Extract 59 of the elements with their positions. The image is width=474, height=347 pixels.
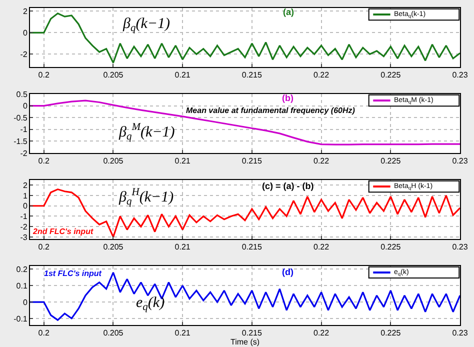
x-tick-label: 0.23 <box>452 242 468 252</box>
annotation: 1st FLC's input <box>44 269 102 278</box>
y-tick-label: -2 <box>20 50 28 59</box>
x-tick-label: 0.205 <box>103 242 124 252</box>
y-tick-label: 2 <box>22 7 28 16</box>
x-tick-label: 0.225 <box>380 242 402 252</box>
annotation: (b) <box>282 93 294 103</box>
x-tick-label: 0.225 <box>380 328 402 338</box>
y-tick-label: -1 <box>20 212 28 222</box>
x-tick-label: 0.21 <box>174 156 191 166</box>
x-tick-label: 0.225 <box>380 156 402 166</box>
y-tick-label: 0 <box>22 298 28 307</box>
y-tick-label: -2 <box>20 222 28 232</box>
x-tick-label: 0.22 <box>314 242 330 252</box>
x-tick-label: 0.215 <box>242 156 262 166</box>
y-tick-label: -1 <box>20 125 28 134</box>
x-tick-label: 0.205 <box>103 70 124 80</box>
x-tick-label: 0.225 <box>380 70 402 80</box>
y-tick-label: -2 <box>20 148 28 158</box>
y-tick-label: 2 <box>22 180 28 190</box>
x-tick-label: 0.215 <box>242 242 262 252</box>
annotation: 2nd FLC's input <box>32 227 94 236</box>
x-tick-label: 0.22 <box>314 328 330 338</box>
annotation: e$_{q}$(k) <box>136 295 165 314</box>
annotation: (c) = (a) - (b) <box>262 181 314 191</box>
y-tick-label: 0.5 <box>16 90 28 99</box>
y-tick-label: -0.5 <box>14 113 28 122</box>
y-tick-label: 0 <box>22 28 28 38</box>
x-tick-label: 0.2 <box>38 242 50 252</box>
y-tick-label: -0.1 <box>14 314 28 324</box>
x-tick-label: 0.23 <box>452 70 468 80</box>
x-tick-label: 0.21 <box>174 242 191 252</box>
y-tick-label: -3 <box>20 232 28 242</box>
annotation: β$_{q}$$^{M}$(k−1) <box>118 122 175 142</box>
x-tick-label: 0.21 <box>174 328 191 338</box>
x-tick-label: 0.22 <box>314 70 330 80</box>
x-tick-label: 0.205 <box>103 156 124 166</box>
y-tick-label: -1.5 <box>14 137 28 146</box>
x-tick-label: 0.205 <box>103 328 124 338</box>
x-tick-label: 0.23 <box>452 156 468 166</box>
annotation: (a) <box>283 7 294 17</box>
x-tick-label: 0.21 <box>174 70 191 80</box>
x-tick-label: 0.22 <box>314 156 330 166</box>
y-tick-label: 0 <box>22 202 28 211</box>
annotation: Mean value at fundamental frequency (60Hz) <box>186 106 356 115</box>
x-tick-label: 0.2 <box>38 156 50 166</box>
x-axis-title: Time (s) <box>230 338 260 347</box>
x-tick-label: 0.215 <box>242 70 262 80</box>
x-tick-label: 0.2 <box>38 70 50 80</box>
y-tick-label: 0.1 <box>16 281 28 290</box>
y-tick-label: 0.2 <box>16 265 28 274</box>
y-tick-label: 0 <box>22 102 28 111</box>
annotation: β$_{q}$(k−1) <box>122 16 170 34</box>
x-tick-label: 0.2 <box>38 328 50 338</box>
x-tick-label: 0.215 <box>242 328 262 338</box>
y-tick-label: 1 <box>22 191 28 200</box>
annotation: β$_{q}$$^{H}$(k−1) <box>118 187 174 208</box>
x-tick-label: 0.23 <box>452 328 468 338</box>
annotation: (d) <box>282 267 294 277</box>
